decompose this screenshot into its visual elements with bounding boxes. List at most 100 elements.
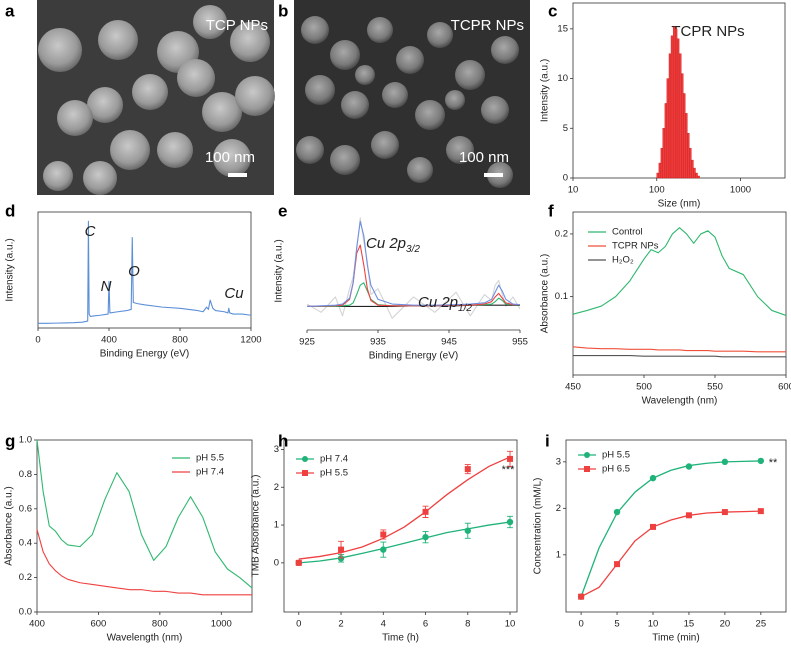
marker bbox=[757, 508, 764, 515]
x-tick-label: 2 bbox=[338, 619, 343, 630]
fit-curve bbox=[298, 521, 511, 564]
marker bbox=[578, 593, 585, 600]
histogram-bar bbox=[676, 38, 680, 179]
x-tick-label: 1000 bbox=[211, 619, 232, 630]
x-tick-label: 400 bbox=[29, 619, 45, 630]
annotation: C bbox=[85, 223, 96, 240]
legend-label: TCPR NPs bbox=[612, 241, 659, 252]
histogram-bar bbox=[697, 175, 700, 179]
y-tick-label: 3 bbox=[556, 456, 561, 467]
marker bbox=[464, 466, 471, 473]
histogram-bar bbox=[681, 73, 684, 179]
scale-bar-label: 100 nm bbox=[205, 149, 255, 166]
marker bbox=[422, 533, 429, 541]
x-tick-label: 800 bbox=[172, 335, 188, 346]
x-tick-label: 4 bbox=[381, 619, 386, 630]
histogram-bar bbox=[674, 28, 678, 179]
panel-label: b bbox=[278, 1, 288, 20]
plot-frame bbox=[572, 211, 787, 376]
x-axis-title: Wavelength (nm) bbox=[642, 396, 718, 407]
line bbox=[306, 244, 520, 307]
line bbox=[307, 304, 520, 307]
panel-label: a bbox=[5, 1, 15, 20]
y-tick-label: 10 bbox=[557, 73, 568, 84]
annotation: ** bbox=[769, 457, 778, 469]
x-tick-label: 955 bbox=[512, 337, 528, 348]
x-axis-title: Wavelength (nm) bbox=[107, 633, 183, 644]
x-tick-label: 20 bbox=[720, 619, 731, 630]
histogram-bar bbox=[664, 103, 668, 179]
y-tick-label: 0.4 bbox=[19, 538, 32, 549]
histogram-bar bbox=[689, 147, 692, 179]
annotation-subscript: 3/2 bbox=[406, 244, 420, 255]
panel-label: h bbox=[278, 431, 288, 450]
y-tick-label: 5 bbox=[563, 123, 568, 134]
annotation-subscript: 1/2 bbox=[458, 303, 472, 314]
particles bbox=[38, 5, 275, 195]
marker bbox=[721, 509, 728, 516]
legend-label: pH 5.5 bbox=[196, 453, 224, 464]
histogram-bar bbox=[660, 147, 663, 179]
panel-label: g bbox=[5, 431, 15, 450]
x-tick-label: 800 bbox=[152, 619, 168, 630]
panel: d Binding Energy (eV) Intensity (a.u.) 0 400… bbox=[5, 201, 262, 359]
annotation: O bbox=[128, 263, 140, 280]
y-tick-label: 2 bbox=[274, 482, 279, 493]
histogram-bar bbox=[670, 35, 674, 179]
x-tick-label: 945 bbox=[441, 337, 457, 348]
scale-bar-label: 100 nm bbox=[459, 149, 509, 166]
histogram-bar bbox=[683, 93, 686, 179]
fit-curve bbox=[580, 460, 761, 597]
histogram-bar bbox=[695, 172, 698, 179]
histogram-bar bbox=[658, 162, 662, 179]
x-tick-label: 935 bbox=[370, 337, 386, 348]
marker bbox=[380, 531, 387, 538]
x-tick-label: 25 bbox=[756, 619, 767, 630]
legend-label: H₂O₂ bbox=[612, 255, 634, 266]
y-tick-label: 0.2 bbox=[555, 228, 568, 239]
x-tick-label: 0 bbox=[296, 619, 301, 630]
line bbox=[36, 439, 253, 589]
histogram-bar bbox=[687, 133, 690, 179]
y-axis-title: Absorbance (a.u.) bbox=[540, 254, 551, 334]
y-tick-label: 0 bbox=[274, 557, 279, 568]
marker bbox=[464, 527, 471, 534]
x-tick-label: 1200 bbox=[240, 335, 261, 346]
legend-marker bbox=[584, 452, 590, 458]
x-tick-label: 100 bbox=[649, 185, 665, 196]
line bbox=[38, 220, 252, 324]
y-axis-title: TMB Absorbance (a.u.) bbox=[251, 475, 262, 578]
marker bbox=[295, 559, 302, 566]
x-tick-label: 10 bbox=[648, 619, 659, 630]
marker bbox=[757, 457, 765, 465]
line bbox=[572, 227, 787, 316]
y-tick-label: 15 bbox=[557, 23, 568, 34]
histogram-bar bbox=[691, 159, 694, 179]
y-axis-title: Intensity (a.u.) bbox=[274, 239, 285, 302]
marker bbox=[614, 561, 621, 568]
panel: h Time (h) TMB Absorbance (a.u.) 0 2 4 6 8 10 0 1 2… bbox=[251, 431, 518, 644]
panel-label: f bbox=[548, 201, 554, 220]
legend-label: pH 7.4 bbox=[196, 467, 224, 478]
x-tick-label: 8 bbox=[465, 619, 470, 630]
histogram-bar bbox=[668, 53, 672, 179]
y-axis-title: Absorbance (a.u.) bbox=[4, 486, 15, 566]
annotation-text: Cu 2p bbox=[366, 235, 406, 252]
x-tick-label: 400 bbox=[101, 335, 117, 346]
y-tick-label: 2 bbox=[556, 503, 561, 514]
legend-label: pH 5.5 bbox=[320, 468, 348, 479]
histogram-bar bbox=[672, 26, 676, 179]
legend-label: pH 5.5 bbox=[602, 450, 630, 461]
marker bbox=[507, 455, 514, 462]
marker bbox=[685, 512, 692, 519]
x-tick-label: 600 bbox=[90, 619, 106, 630]
chart-title: TCPR NPs bbox=[671, 23, 744, 40]
panel: e Binding Energy (eV) Intensity (a.u.) 925 9… bbox=[274, 201, 528, 361]
y-axis-title: Intensity (a.u.) bbox=[5, 238, 16, 301]
image-caption: TCPR NPs bbox=[451, 17, 524, 34]
legend-marker bbox=[302, 470, 308, 476]
y-tick-label: 0.8 bbox=[19, 469, 32, 480]
panel: i Time (min) Concentration (mM/L) 0 5 10 15 20 2… bbox=[533, 431, 787, 644]
panel: g Wavelength (nm) Absorbance (a.u.) 400 600 8… bbox=[4, 431, 253, 644]
